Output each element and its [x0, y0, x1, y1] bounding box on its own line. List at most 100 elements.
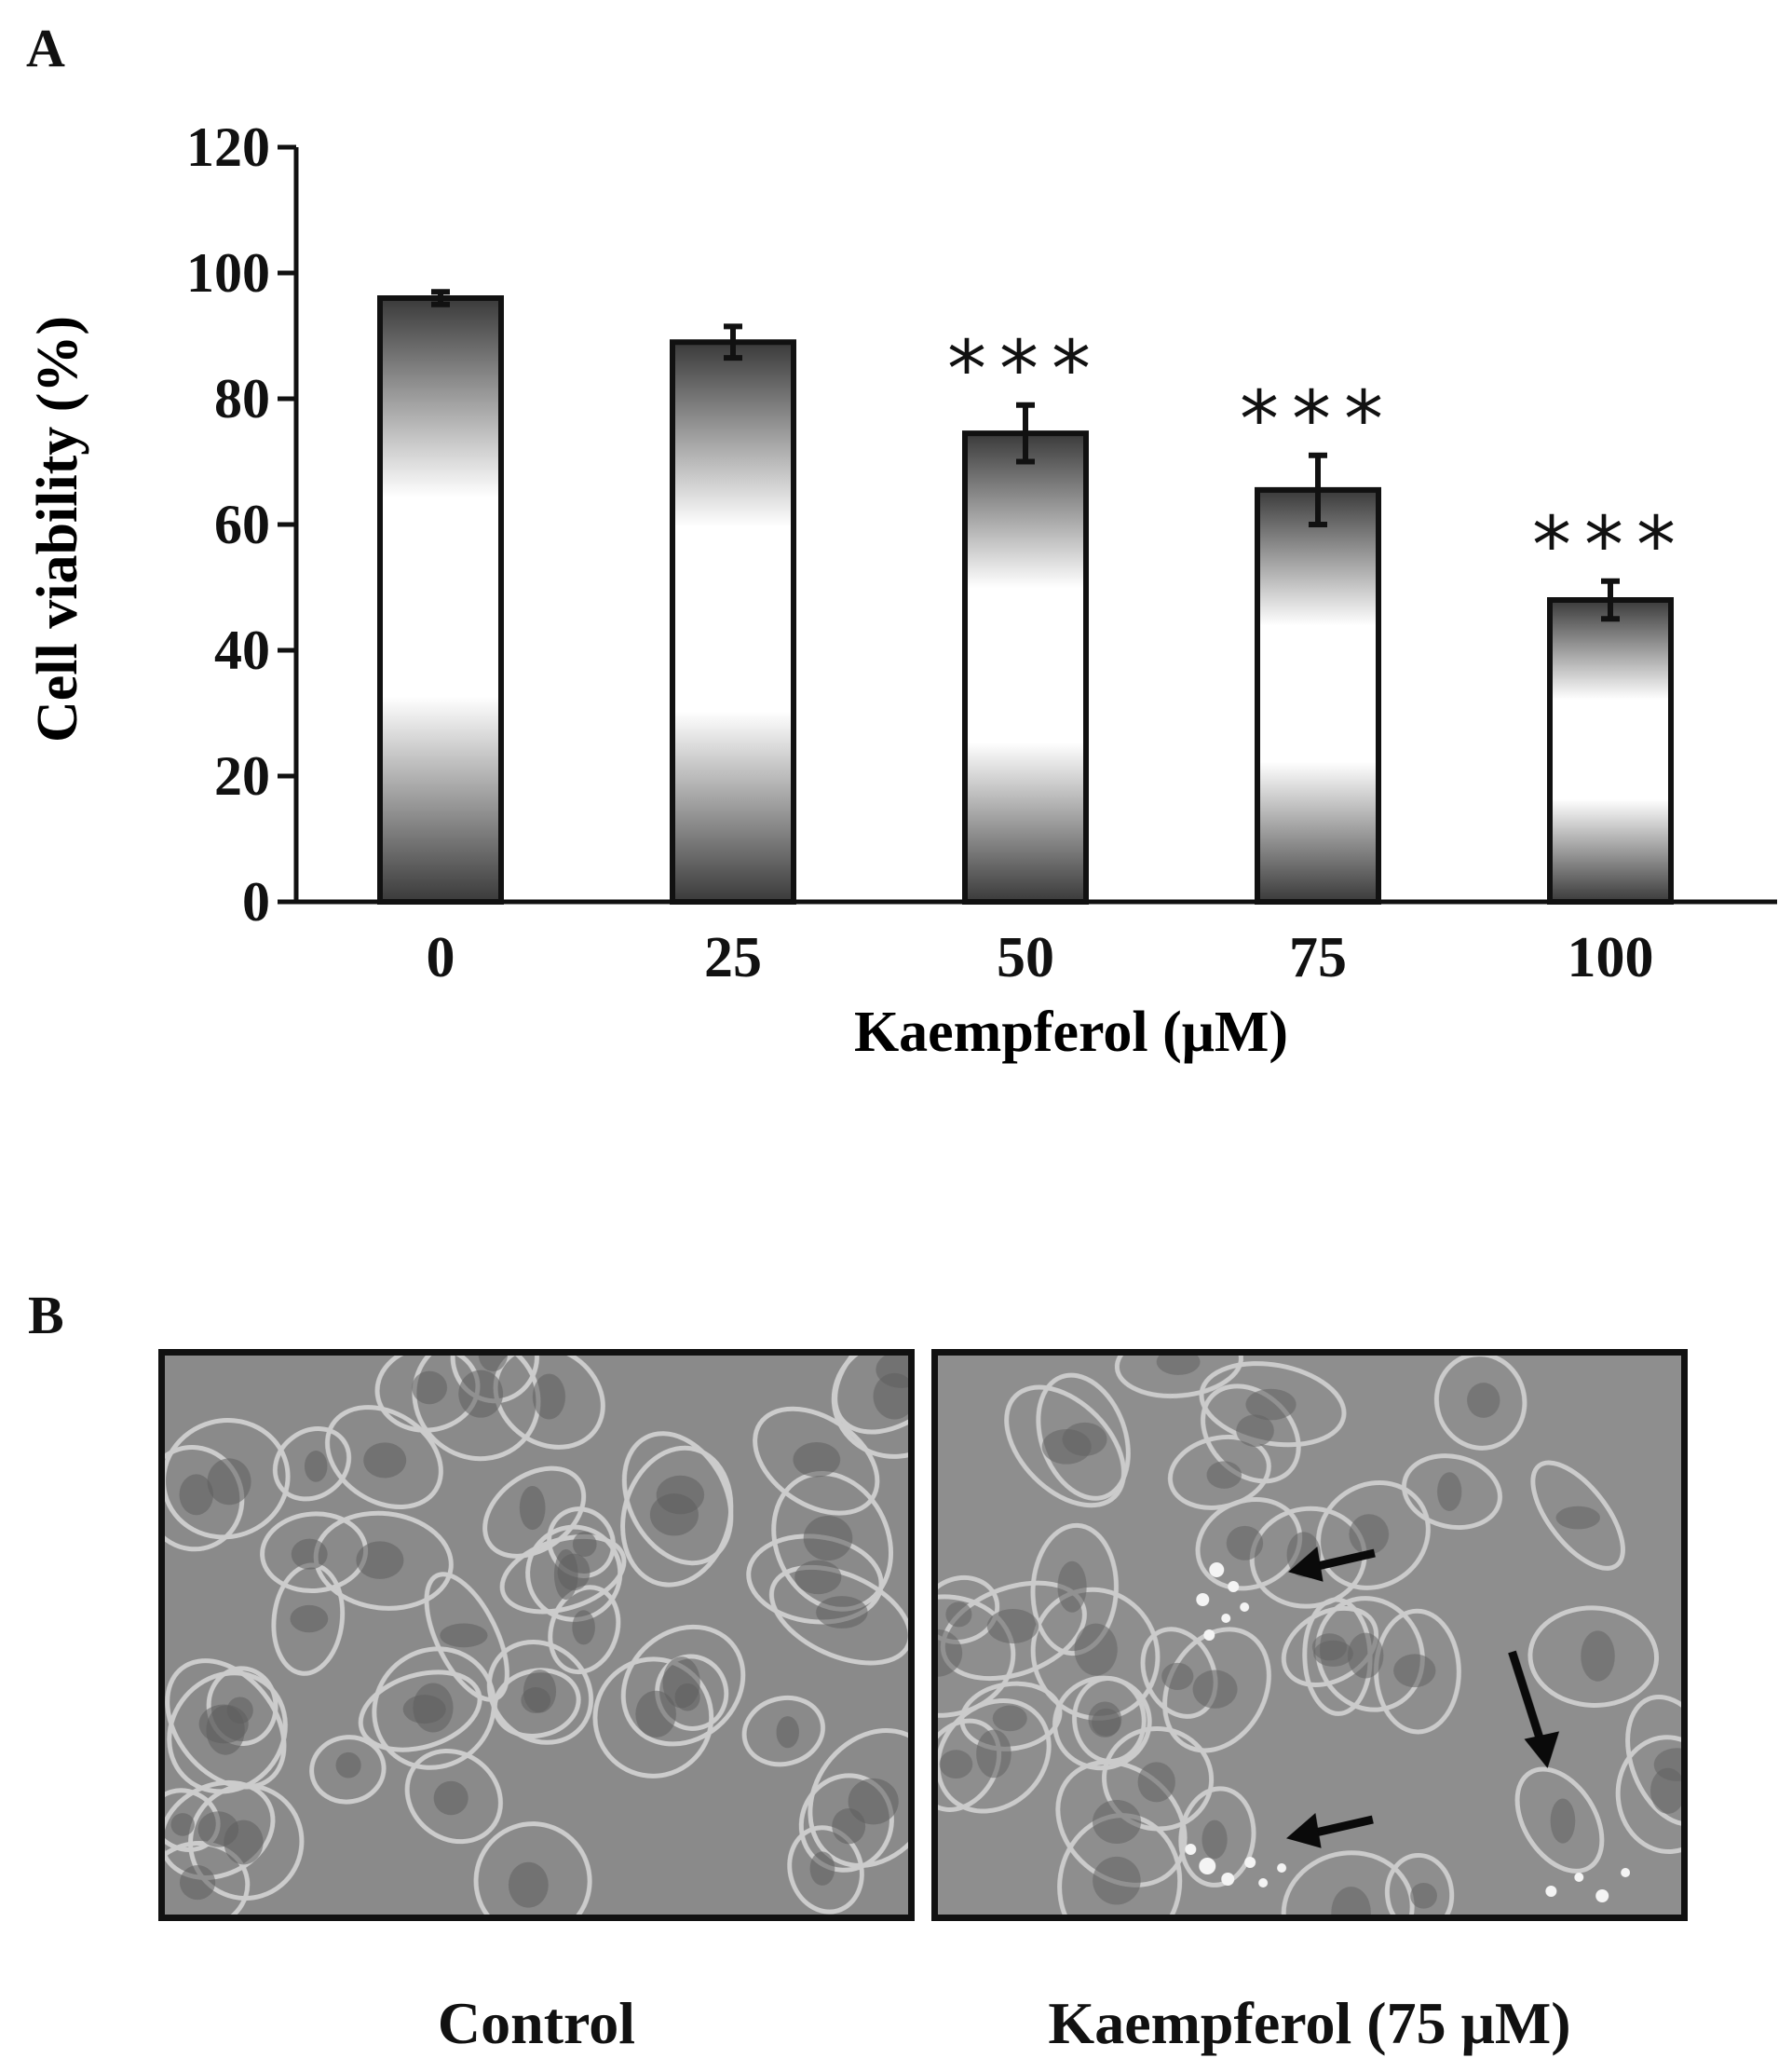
cell-nucleus [1393, 1654, 1436, 1688]
cell-outline [548, 1585, 621, 1675]
cell-outline [1401, 1453, 1502, 1531]
cell-nucleus [816, 1596, 868, 1629]
cell-outline [165, 1658, 287, 1790]
x-tick-label: 25 [704, 926, 762, 989]
cell-nucleus [1201, 1819, 1228, 1860]
cell-outline [938, 1594, 1016, 1718]
cell-outline [620, 1624, 746, 1747]
y-tick-label: 0 [242, 871, 270, 933]
cell-nucleus [1156, 1356, 1201, 1375]
cell-outline [473, 1821, 592, 1915]
cell-nucleus [776, 1716, 799, 1749]
cell-outline [272, 1426, 352, 1502]
cell-outline [1102, 1726, 1215, 1832]
x-tick-label: 50 [997, 926, 1054, 989]
cell-nucleus [1649, 1767, 1681, 1814]
y-tick-label: 120 [186, 116, 270, 178]
cell-nucleus [523, 1670, 557, 1713]
cell-outline [1114, 1356, 1243, 1398]
cell-nucleus [1410, 1882, 1437, 1909]
cell-nucleus [1245, 1388, 1296, 1421]
cell-nucleus [478, 1356, 509, 1372]
cell-nucleus [412, 1370, 448, 1405]
cell-nucleus [1437, 1472, 1462, 1512]
cell-nucleus [1074, 1623, 1118, 1676]
y-tick-label: 20 [214, 745, 270, 807]
cell-outline [525, 1524, 623, 1622]
bar [1255, 486, 1381, 905]
x-axis-label: Kaempferol (μM) [854, 1001, 1288, 1064]
cell-outline [1315, 1596, 1425, 1712]
cell-nucleus [1349, 1514, 1390, 1555]
y-tick-label: 100 [186, 242, 270, 304]
cell-outline [358, 1670, 482, 1752]
cell-nucleus [356, 1541, 404, 1579]
cell-outline [741, 1695, 825, 1767]
cell-nucleus [939, 1750, 973, 1779]
cell-outline [404, 1748, 503, 1845]
cell-outline [309, 1735, 387, 1805]
panel-b-label: B [28, 1285, 64, 1345]
cell-nucleus [662, 1656, 700, 1709]
cell-outline [768, 1564, 908, 1666]
bar [670, 339, 796, 905]
cell-outline [1030, 1522, 1119, 1656]
cell-nucleus [290, 1604, 329, 1633]
cell-outline [938, 1718, 1002, 1812]
cell-nucleus [848, 1778, 899, 1825]
arrow-3-head [1524, 1731, 1560, 1769]
cell-outline [165, 1779, 276, 1880]
cell-nucleus [1311, 1633, 1348, 1661]
cell-outline [324, 1405, 443, 1510]
cell-outline [1281, 1605, 1379, 1687]
arrows [1286, 1547, 1560, 1848]
cell-nucleus [557, 1553, 591, 1591]
control-caption: Control [437, 1990, 636, 2056]
cell-nucleus [291, 1538, 328, 1570]
control-cells-image [165, 1356, 908, 1915]
cell-outline [1004, 1384, 1126, 1508]
cell-nucleus [402, 1695, 446, 1724]
cell-outline [499, 1533, 627, 1615]
cell-nucleus [224, 1819, 264, 1865]
cell-outline [621, 1431, 734, 1566]
cell-nucleus [1206, 1461, 1242, 1489]
cell-outline [1433, 1356, 1527, 1451]
kaempferol-micrograph [931, 1349, 1688, 1921]
cell-outline [938, 1698, 1052, 1814]
cell-nucleus [635, 1690, 676, 1738]
cell-nucleus [519, 1485, 546, 1531]
y-axis-label: Cell viability (%) [26, 316, 89, 743]
cell-nucleus [945, 1601, 972, 1628]
cell-nucleus [1347, 1632, 1384, 1679]
cell-nucleus [1088, 1701, 1122, 1738]
cell-nucleus [207, 1458, 251, 1506]
cell-nucleus [508, 1861, 549, 1908]
arrow-2-head [1286, 1813, 1322, 1848]
bar-chart: 0 20 40 60 80 100 120 0 25 50 *** 75 *** 100 *** Kaemp… [26, 116, 1777, 1064]
cell-nucleus [976, 1729, 1011, 1779]
cell-nucleus [656, 1475, 705, 1515]
cell-outline [833, 1356, 908, 1435]
bars [377, 289, 1674, 905]
cell-outline [1178, 1786, 1256, 1888]
cell-nucleus [572, 1610, 595, 1645]
cell-outline [1625, 1694, 1681, 1827]
cell-outline [1530, 1460, 1625, 1571]
bar [962, 430, 1089, 905]
cell-nucleus [1161, 1662, 1194, 1690]
kaempferol-caption: Kaempferol (75 μM) [1048, 1990, 1571, 2056]
cell-outline [547, 1506, 616, 1578]
cell-nucleus [1550, 1798, 1576, 1844]
cell-outline [486, 1639, 594, 1745]
cell-nucleus [440, 1623, 488, 1648]
arrow-3 [1508, 1650, 1546, 1747]
cell-nucleus [873, 1372, 908, 1420]
cell-nucleus [532, 1373, 566, 1420]
cell-nucleus [809, 1851, 835, 1886]
cell-nucleus [803, 1515, 853, 1561]
cell-outline [1052, 1675, 1152, 1771]
cell-nucleus [1093, 1800, 1142, 1844]
cell-nucleus [179, 1865, 216, 1901]
cell-nucleus [458, 1370, 504, 1418]
